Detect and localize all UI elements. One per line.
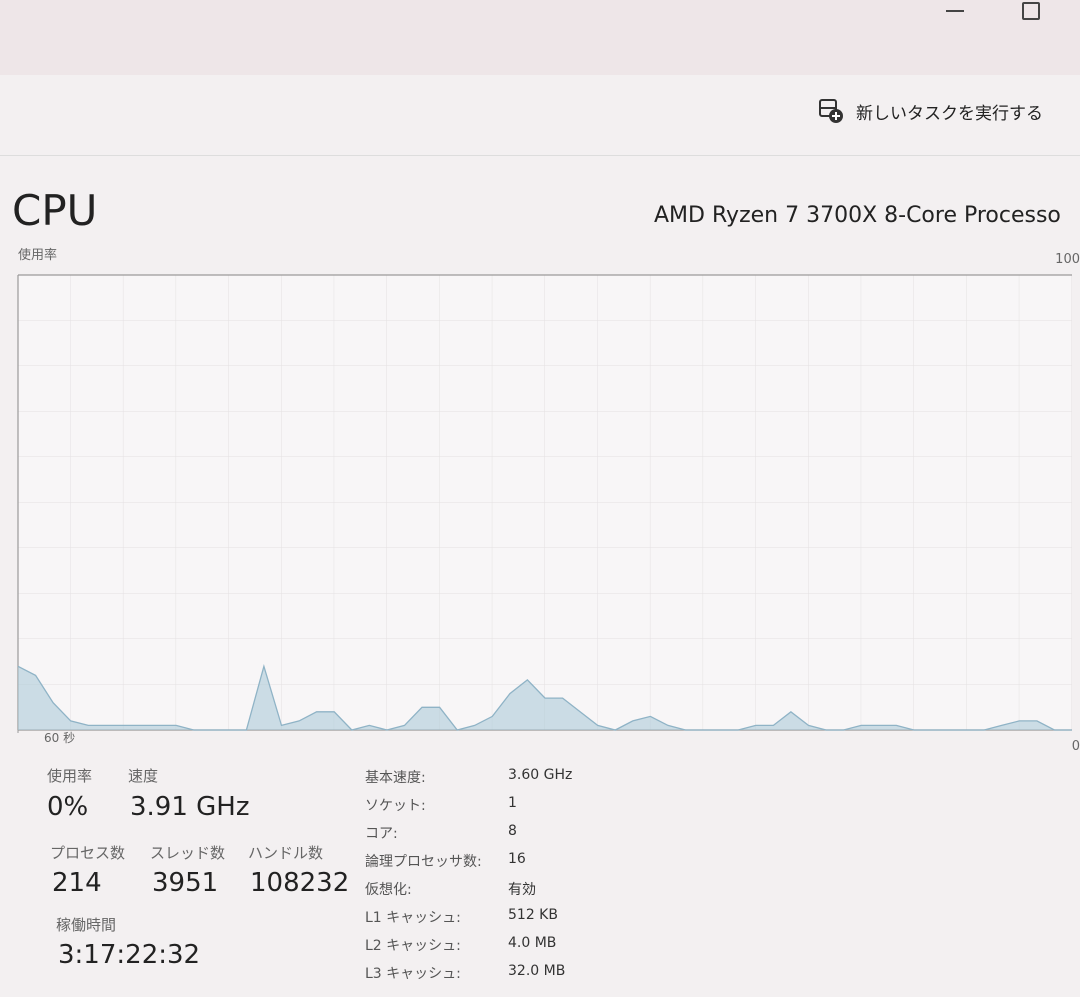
detail-label: ソケット: [365,798,426,814]
maximize-button[interactable] [1022,2,1040,20]
stat-value: 108232 [250,868,350,898]
processor-name: AMD Ryzen 7 3700X 8-Core Processo [654,203,1061,228]
detail-label: L2 キャッシュ: [365,938,461,954]
y-axis-label: 使用率 [18,247,57,263]
detail-label: コア: [365,826,398,842]
detail-value: 3.60 GHz [508,767,573,783]
detail-value: 32.0 MB [508,963,566,979]
detail-label: 仮想化: [365,882,412,898]
stat-label: 速度 [128,767,159,785]
detail-value: 1 [508,795,517,811]
stat-value: 0% [47,792,89,822]
run-task-label[interactable]: 新しいタスクを実行する [856,103,1043,124]
stat-value: 3951 [152,868,219,898]
detail-value: 16 [508,851,526,867]
usage-line [17,663,1072,731]
detail-value: 有効 [508,882,536,898]
detail-label: 論理プロセッサ数: [365,854,482,870]
toolbar-divider [0,155,1080,156]
stat-value: 3:17:22:32 [58,940,201,970]
stat-label: 稼働時間 [56,916,117,934]
title-bar [0,0,1080,75]
stat-value: 3.91 GHz [130,792,250,822]
x-tick-label: 60 秒 [44,731,75,745]
stat-label: プロセス数 [50,844,126,862]
y-tick-label: 100 [1055,252,1080,267]
stat-label: ハンドル数 [248,844,324,862]
stat-label: スレッド数 [150,844,226,862]
detail-label: 基本速度: [365,770,426,786]
page-title: CPU [12,186,98,235]
detail-value: 8 [508,823,517,839]
detail-label: L1 キャッシュ: [365,910,461,926]
detail-value: 4.0 MB [508,935,557,951]
minimize-button[interactable] [946,10,964,13]
cpu-chart: 使用率 0 100 60 秒 [17,247,1080,754]
run-task-icon [819,99,843,123]
detail-label: L3 キャッシュ: [365,966,461,982]
detail-value: 512 KB [508,907,558,923]
y-tick-label: 0 [1072,739,1080,754]
stat-value: 214 [52,868,102,898]
chart-minor-grid [18,275,1072,730]
stat-label: 使用率 [47,767,93,785]
run-task-button[interactable]: 新しいタスクを実行する [818,98,1043,124]
